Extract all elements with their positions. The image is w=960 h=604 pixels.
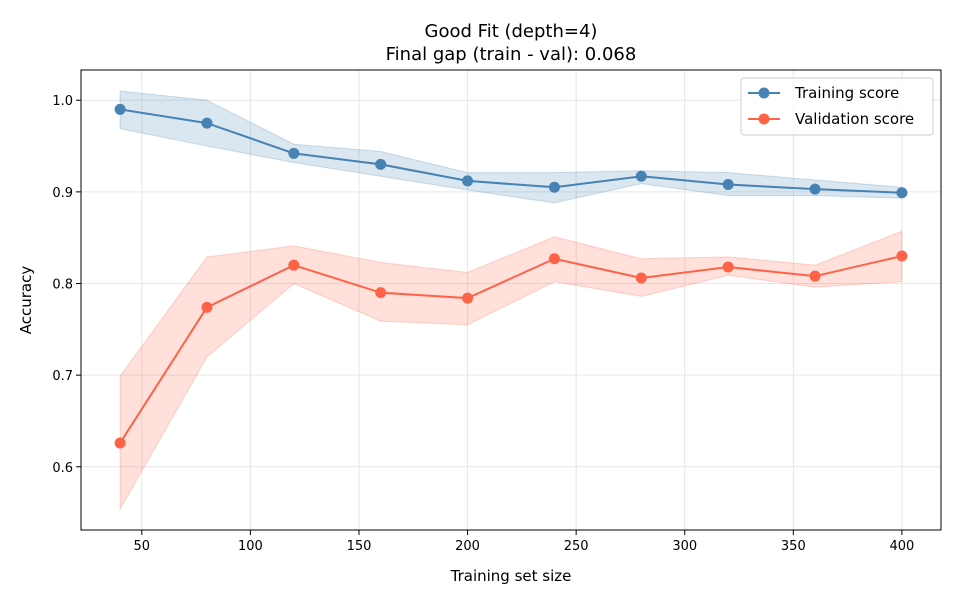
chart-subtitle: Final gap (train - val): 0.068 [386,44,637,65]
validation-point [548,253,560,265]
training-point [635,170,647,182]
validation-point [201,301,213,313]
training-point [548,181,560,193]
training-point [201,117,213,129]
training-point [722,179,734,191]
x-tick-label: 300 [672,539,697,554]
x-tick-label: 100 [238,539,263,554]
training-legend-label: Training score [794,84,899,102]
y-axis-label: Accuracy [17,266,35,335]
training-point [375,158,387,170]
y-tick-label: 0.7 [52,369,73,384]
validation-point [896,250,908,262]
validation-legend-label: Validation score [795,110,914,128]
training-legend-marker [758,87,770,99]
validation-point [809,270,821,282]
chart-title: Good Fit (depth=4) [425,21,598,42]
validation-point [288,259,300,271]
training-point [896,187,908,199]
training-point [288,147,300,159]
x-tick-label: 50 [134,539,151,554]
training-point [114,103,126,115]
x-tick-label: 350 [781,539,806,554]
x-tick-label: 150 [347,539,372,554]
x-axis-label: Training set size [450,567,572,585]
validation-point [114,437,126,449]
validation-point [722,261,734,273]
training-point [809,183,821,195]
validation-point [462,292,474,304]
y-tick-label: 1.0 [52,94,73,109]
y-tick-label: 0.6 [52,461,73,476]
y-tick-label: 0.9 [52,186,73,201]
y-tick-label: 0.8 [52,278,73,293]
validation-point [635,272,647,284]
training-line [119,108,902,194]
validation-line [119,255,903,444]
legend: Training score Validation score [740,77,934,136]
x-tick-label: 250 [564,539,589,554]
x-tick-label: 200 [455,539,480,554]
x-tick-label: 400 [889,539,914,554]
validation-point [375,287,387,299]
validation-std-band [119,230,903,511]
training-point [462,175,474,187]
legend-box [740,77,934,136]
plot-frame [80,69,942,531]
validation-legend-marker [758,113,770,125]
